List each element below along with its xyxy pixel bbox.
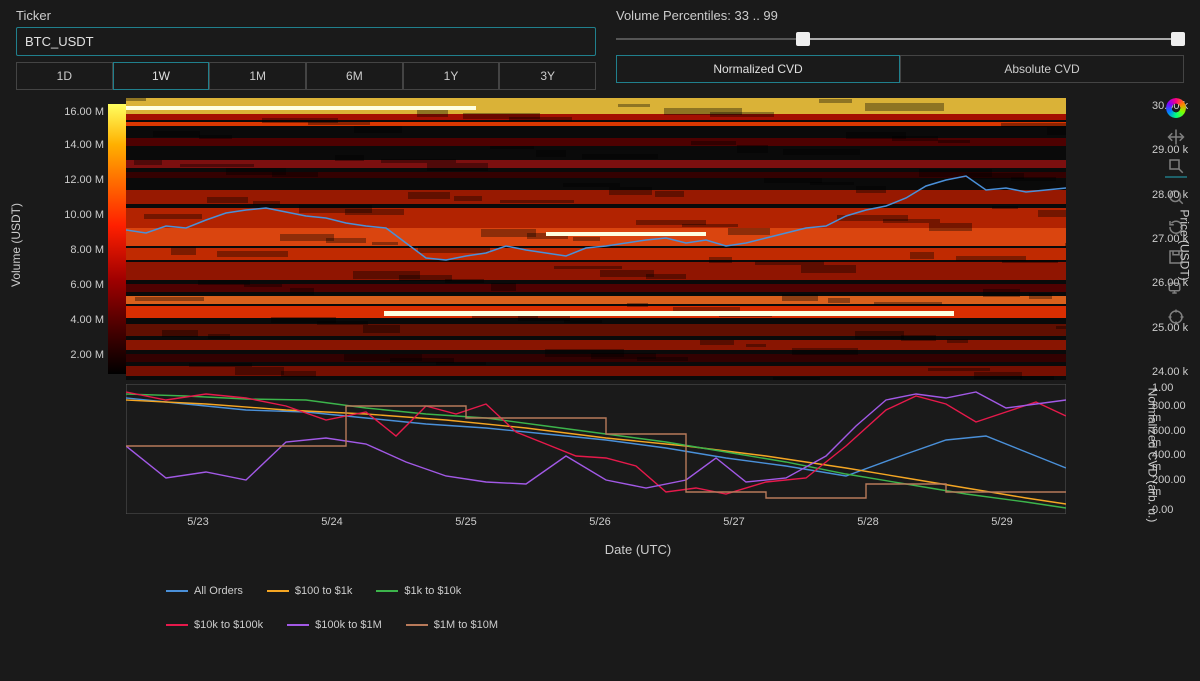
x-tick: 5/26 bbox=[589, 516, 610, 528]
x-tick: 5/29 bbox=[991, 516, 1012, 528]
legend-label: All Orders bbox=[194, 585, 243, 597]
volume-percentiles-slider[interactable] bbox=[616, 29, 1184, 49]
colorbar-tick: 2.00 M bbox=[70, 349, 104, 361]
slider-handle-low[interactable] bbox=[796, 32, 810, 46]
legend-swatch bbox=[287, 624, 309, 626]
hover-icon[interactable] bbox=[1165, 276, 1187, 298]
legend-swatch bbox=[376, 590, 398, 592]
legend-item[interactable]: $1k to $10k bbox=[376, 585, 461, 597]
box-zoom-icon[interactable] bbox=[1165, 156, 1187, 178]
volume-percentiles-label: Volume Percentiles: 33 .. 99 bbox=[616, 8, 1184, 23]
legend-label: $1k to $10k bbox=[404, 585, 461, 597]
save-icon[interactable] bbox=[1165, 246, 1187, 268]
cvd-chart[interactable] bbox=[126, 384, 1066, 514]
legend-label: $1M to $10M bbox=[434, 619, 498, 631]
cvd-axis-label: Normalized CVD (arb. u.) bbox=[1146, 388, 1160, 523]
plot-toolbar bbox=[1162, 98, 1190, 328]
wheel-zoom-icon[interactable] bbox=[1165, 186, 1187, 208]
slider-fill bbox=[803, 38, 1178, 40]
x-axis: 5/23 5/24 5/25 5/26 5/27 5/28 5/29 bbox=[126, 514, 1150, 532]
colorbar-tick: 8.00 M bbox=[70, 244, 104, 256]
reset-icon[interactable] bbox=[1165, 216, 1187, 238]
x-tick: 5/25 bbox=[455, 516, 476, 528]
cvd-mode-tabs: Normalized CVDAbsolute CVD bbox=[616, 55, 1184, 83]
colorbar-gradient bbox=[108, 104, 126, 374]
colorbar-tick: 4.00 M bbox=[70, 314, 104, 326]
colorbar: Volume (USDT) 16.00 M14.00 M12.00 M10.00… bbox=[16, 98, 126, 653]
legend-item[interactable]: $10k to $100k bbox=[166, 619, 263, 631]
bokeh-logo-icon[interactable] bbox=[1166, 98, 1186, 118]
timeframe-1w[interactable]: 1W bbox=[113, 62, 210, 90]
legend-item[interactable]: $100 to $1k bbox=[267, 585, 353, 597]
legend-label: $100 to $1k bbox=[295, 585, 353, 597]
legend-label: $100k to $1M bbox=[315, 619, 382, 631]
volume-axis-label: Volume (USDT) bbox=[9, 203, 23, 287]
timeframe-1d[interactable]: 1D bbox=[16, 62, 113, 90]
legend-swatch bbox=[267, 590, 289, 592]
x-tick: 5/24 bbox=[321, 516, 342, 528]
x-tick: 5/27 bbox=[723, 516, 744, 528]
legend-swatch bbox=[166, 624, 188, 626]
timeframe-1y[interactable]: 1Y bbox=[403, 62, 500, 90]
colorbar-tick: 10.00 M bbox=[64, 209, 104, 221]
timeframe-tabs: 1D1W1M6M1Y3Y bbox=[16, 62, 596, 90]
legend-item[interactable]: All Orders bbox=[166, 585, 243, 597]
timeframe-1m[interactable]: 1M bbox=[209, 62, 306, 90]
x-axis-label: Date (UTC) bbox=[126, 542, 1150, 557]
crosshair-icon[interactable] bbox=[1165, 306, 1187, 328]
colorbar-tick: 12.00 M bbox=[64, 174, 104, 186]
price-tick: 24.00 k bbox=[1152, 366, 1188, 378]
heatmap-chart[interactable] bbox=[126, 98, 1066, 380]
legend-swatch bbox=[166, 590, 188, 592]
legend-label: $10k to $100k bbox=[194, 619, 263, 631]
colorbar-tick: 6.00 M bbox=[70, 279, 104, 291]
legend-swatch bbox=[406, 624, 428, 626]
timeframe-6m[interactable]: 6M bbox=[306, 62, 403, 90]
cvd-mode-normalized-cvd[interactable]: Normalized CVD bbox=[616, 55, 900, 83]
x-tick: 5/28 bbox=[857, 516, 878, 528]
x-tick: 5/23 bbox=[187, 516, 208, 528]
colorbar-tick: 16.00 M bbox=[64, 106, 104, 118]
colorbar-tick: 14.00 M bbox=[64, 139, 104, 151]
cvd-mode-absolute-cvd[interactable]: Absolute CVD bbox=[900, 55, 1184, 83]
pan-icon[interactable] bbox=[1165, 126, 1187, 148]
legend: All Orders $100 to $1k $1k to $10k $10k to… bbox=[166, 585, 1150, 631]
ticker-label: Ticker bbox=[16, 8, 596, 23]
timeframe-3y[interactable]: 3Y bbox=[499, 62, 596, 90]
slider-handle-high[interactable] bbox=[1171, 32, 1185, 46]
ticker-input[interactable] bbox=[16, 27, 596, 56]
legend-item[interactable]: $100k to $1M bbox=[287, 619, 382, 631]
legend-item[interactable]: $1M to $10M bbox=[406, 619, 498, 631]
